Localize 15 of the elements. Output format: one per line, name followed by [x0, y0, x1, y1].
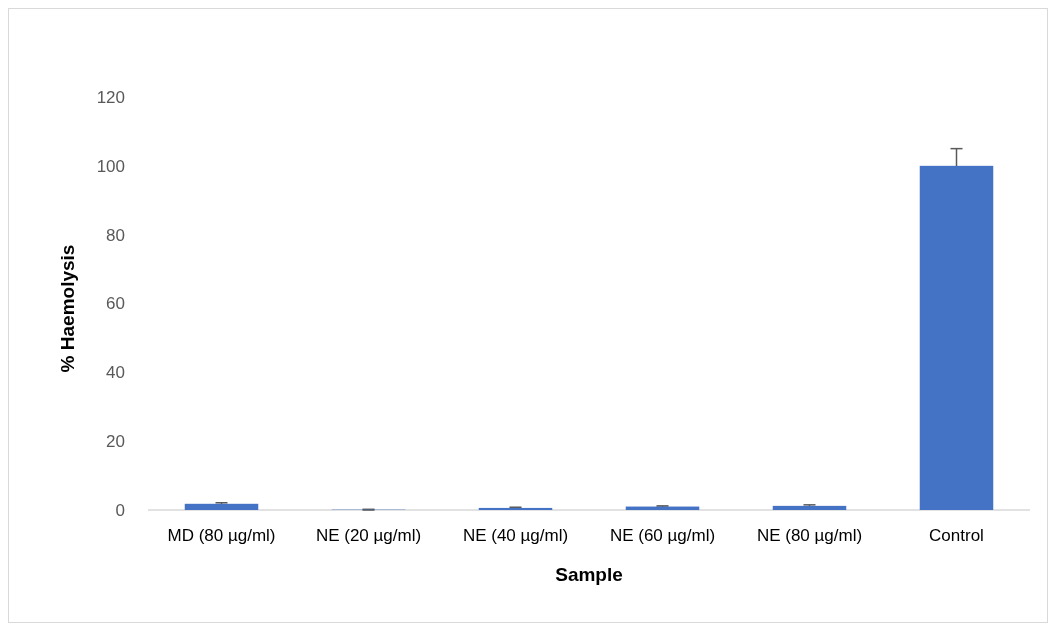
y-tick-label: 100	[96, 156, 125, 176]
x-tick-label: Control	[929, 526, 984, 545]
y-tick-label: 0	[115, 500, 125, 520]
y-tick-label: 40	[106, 363, 125, 383]
x-tick-label: NE (20 µg/ml)	[315, 526, 422, 545]
y-tick-label: 60	[106, 294, 125, 314]
y-axis-title: % Haemolysis	[57, 244, 78, 373]
x-tick-label: NE (80 µg/ml)	[756, 526, 863, 545]
x-axis-title: Sample	[555, 564, 623, 585]
y-tick-label: 120	[96, 87, 125, 107]
y-tick-label: 20	[106, 432, 125, 452]
x-tick-label: MD (80 µg/ml)	[167, 526, 276, 545]
y-tick-label: 80	[106, 225, 125, 245]
x-tick-label: NE (40 µg/ml)	[462, 526, 569, 545]
x-tick-label: NE (60 µg/ml)	[609, 526, 716, 545]
